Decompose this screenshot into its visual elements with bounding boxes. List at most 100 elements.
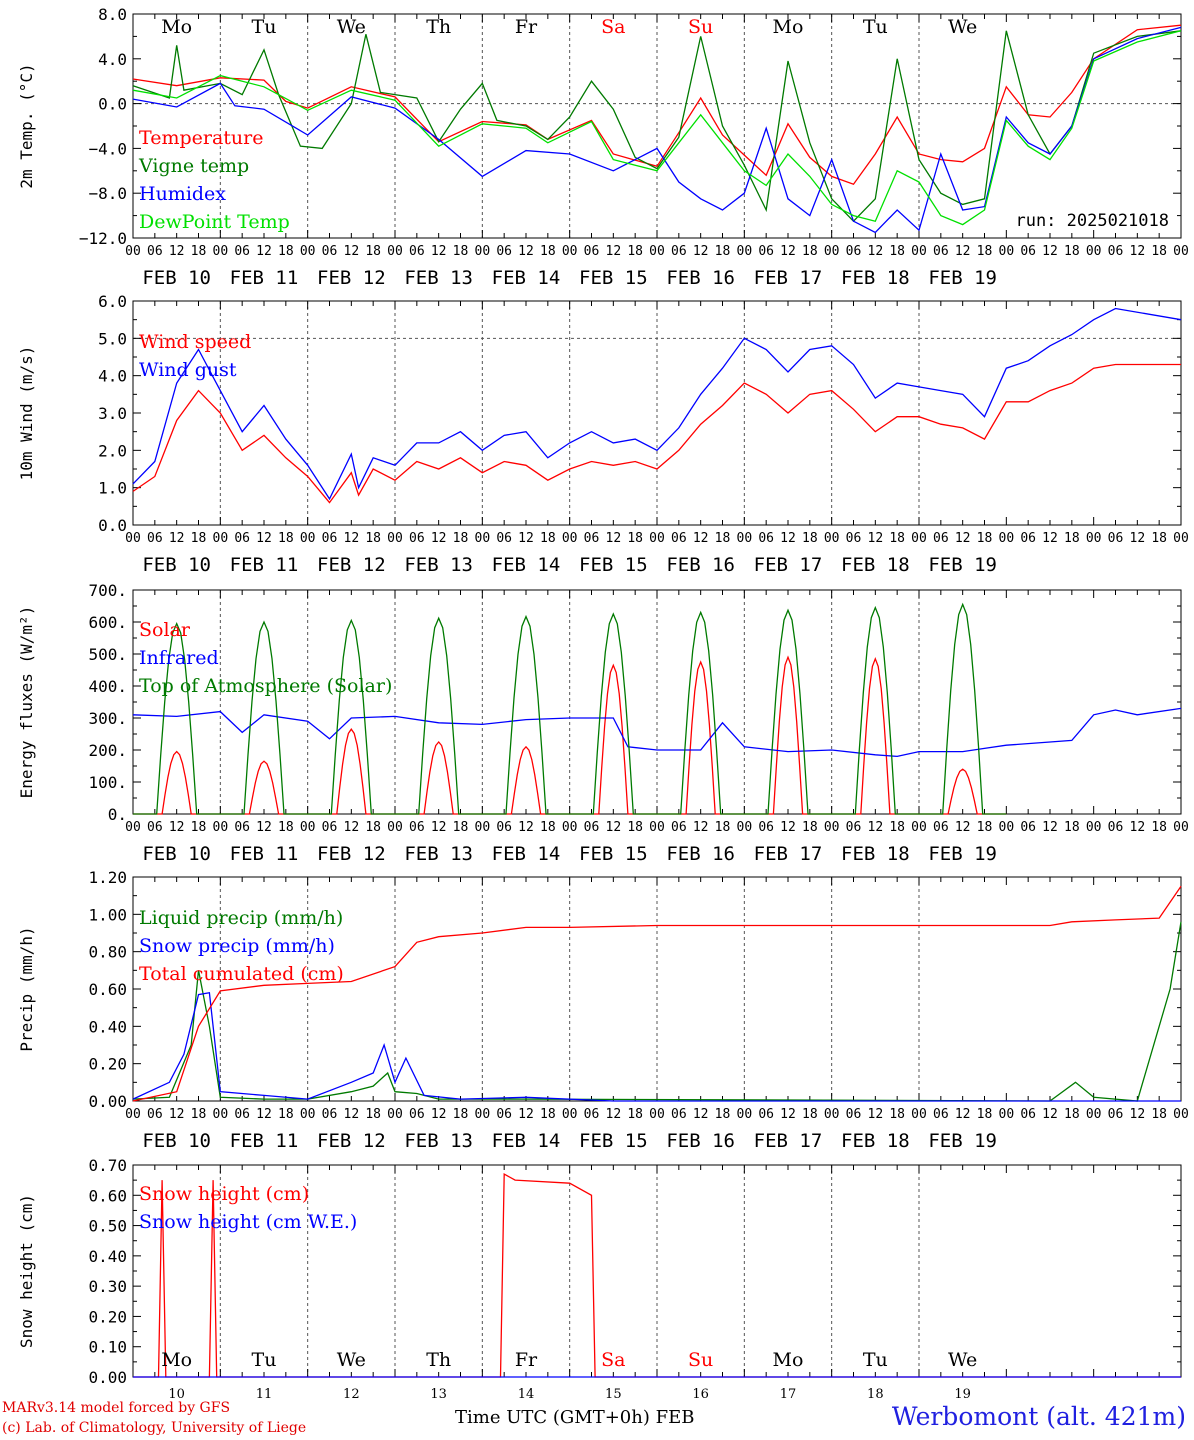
x-hour-label: 18 (889, 244, 905, 259)
y-tick-label: 0. (108, 805, 127, 824)
x-hour-label: 00 (213, 531, 229, 546)
series-line-vigne-temp (132, 30, 1182, 223)
x-hour-label: 06 (1020, 820, 1036, 835)
x-hour-label: 00 (911, 820, 927, 835)
x-hour-label: 00 (300, 1107, 316, 1122)
x-hour-label: 06 (496, 820, 512, 835)
x-date-label: FEB 11 (230, 554, 299, 576)
x-hour-label: 06 (409, 531, 425, 546)
x-date-label: FEB 19 (928, 1130, 997, 1152)
x-hour-label: 00 (911, 531, 927, 546)
x-date-label: FEB 12 (317, 843, 386, 865)
x-hour-label: 00 (475, 820, 491, 835)
x-axis-title-text: Time UTC (GMT+0h) (455, 1407, 650, 1428)
x-hour-label: 18 (540, 1107, 556, 1122)
x-hour-label: 06 (322, 1107, 338, 1122)
x-hour-label: 12 (518, 820, 534, 835)
x-hour-label: 18 (627, 820, 643, 835)
x-hour-label: 18 (889, 820, 905, 835)
x-hour-label: 18 (977, 244, 993, 259)
x-date-label: FEB 15 (579, 267, 648, 289)
x-hour-label: 00 (562, 244, 578, 259)
x-hour-label: 18 (977, 1107, 993, 1122)
x-hour-label: 06 (496, 1107, 512, 1122)
legend-label: Vigne temp (138, 155, 249, 177)
x-hour-label: 18 (715, 820, 731, 835)
y-tick-label: 0.60 (88, 980, 127, 999)
x-hour-label: 06 (933, 1107, 949, 1122)
x-hour-label: 06 (234, 1107, 250, 1122)
weekday-label-bottom: Tu (863, 1349, 888, 1371)
x-hour-label: 18 (191, 244, 207, 259)
x-hour-label: 12 (955, 531, 971, 546)
x-hour-label: 12 (693, 820, 709, 835)
y-tick-label: 0.20 (88, 1307, 127, 1326)
y-tick-label: 2.0 (98, 441, 127, 460)
x-date-label: FEB 15 (579, 843, 648, 865)
series-line-total-cumulated-cm- (132, 885, 1182, 1102)
x-hour-label: 18 (802, 244, 818, 259)
y-tick-label: 0.00 (88, 1092, 127, 1111)
x-hour-label: 06 (933, 531, 949, 546)
x-hour-label: 12 (693, 1107, 709, 1122)
y-tick-label: −12.0 (79, 229, 127, 248)
x-hour-label: 06 (584, 531, 600, 546)
x-hour-label: 00 (475, 531, 491, 546)
x-hour-label: 12 (955, 244, 971, 259)
x-hour-label: 12 (344, 1107, 360, 1122)
x-hour-label: 00 (649, 1107, 665, 1122)
x-hour-label: 18 (715, 244, 731, 259)
x-hour-label: 06 (584, 820, 600, 835)
weekday-label-bottom: Th (426, 1349, 451, 1371)
legend-label: Liquid precip (mm/h) (139, 907, 343, 929)
legend-label: Snow height (cm W.E.) (139, 1211, 357, 1233)
x-date-label: FEB 17 (754, 267, 823, 289)
x-hour-label: 00 (1086, 244, 1102, 259)
y-tick-label: 4.0 (98, 50, 127, 69)
x-date-label: FEB 16 (666, 267, 735, 289)
x-hour-label: 00 (824, 820, 840, 835)
x-hour-label: 06 (671, 531, 687, 546)
series-line-top-of-atmosphere-solar- (133, 602, 1007, 815)
x-hour-label: 06 (147, 1107, 163, 1122)
x-hour-label: 12 (169, 244, 185, 259)
weekday-label-top: Mo (161, 16, 192, 38)
weekday-label-top: Sa (601, 16, 625, 38)
x-hour-label: 18 (627, 244, 643, 259)
x-hour-label: 12 (518, 244, 534, 259)
x-hour-label: 06 (147, 244, 163, 259)
day-number-label: 10 (168, 1387, 185, 1400)
y-tick-label: −4.0 (88, 139, 127, 158)
y-tick-label: 0.30 (88, 1277, 127, 1296)
day-number-label: 11 (256, 1387, 273, 1400)
y-tick-label: 4.0 (98, 367, 127, 386)
x-hour-label: 18 (889, 1107, 905, 1122)
x-hour-label: 12 (606, 820, 622, 835)
weekday-label-bottom: Tu (252, 1349, 277, 1371)
x-hour-label: 00 (911, 1107, 927, 1122)
x-hour-label: 00 (737, 820, 753, 835)
x-date-label: FEB 12 (317, 267, 386, 289)
weekday-label-top: We (337, 16, 366, 38)
x-hour-label: 06 (758, 1107, 774, 1122)
plot-frame (132, 589, 1182, 815)
x-date-label: FEB 16 (666, 554, 735, 576)
x-hour-label: 06 (496, 244, 512, 259)
x-hour-label: 18 (1064, 820, 1080, 835)
x-hour-label: 06 (1108, 1107, 1124, 1122)
y-axis-label: 10m Wind (m/s) (17, 346, 36, 481)
y-tick-label: 100. (88, 773, 127, 792)
weekday-label-bottom: We (337, 1349, 366, 1371)
day-number-label: 16 (692, 1387, 709, 1400)
x-hour-label: 06 (1108, 531, 1124, 546)
x-date-label: FEB 10 (142, 1130, 211, 1152)
weekday-label-top: Tu (252, 16, 277, 38)
x-date-label: FEB 14 (492, 1130, 561, 1152)
x-date-label: FEB 19 (928, 843, 997, 865)
x-date-label: FEB 12 (317, 554, 386, 576)
x-hour-label: 12 (169, 820, 185, 835)
x-hour-label: 18 (1064, 531, 1080, 546)
x-hour-label: 00 (125, 1107, 141, 1122)
x-hour-label: 12 (693, 531, 709, 546)
x-date-label: FEB 19 (928, 267, 997, 289)
